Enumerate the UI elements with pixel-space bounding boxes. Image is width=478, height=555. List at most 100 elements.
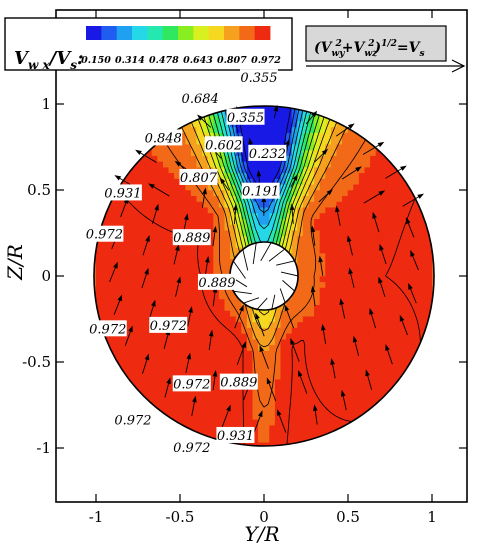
field-cell	[393, 178, 399, 184]
field-cell	[381, 356, 387, 362]
field-cell	[303, 264, 309, 270]
field-cell	[141, 230, 147, 236]
field-cell	[359, 345, 365, 351]
field-cell	[393, 299, 399, 305]
field-cell	[180, 304, 186, 310]
field-cell	[191, 138, 197, 144]
field-cell	[213, 339, 219, 345]
field-cell	[174, 367, 180, 373]
field-cell	[297, 402, 303, 408]
contour-label: 0.972	[89, 320, 127, 337]
field-cell	[342, 247, 348, 253]
field-cell	[331, 322, 337, 328]
field-cell	[275, 138, 281, 144]
field-cell	[320, 184, 326, 190]
field-cell	[185, 190, 191, 196]
field-cell	[292, 425, 298, 431]
field-cell	[314, 333, 320, 339]
field-cell	[348, 408, 354, 414]
field-cell	[325, 264, 331, 270]
field-cell	[129, 373, 135, 379]
field-cell	[365, 413, 371, 419]
field-cell	[129, 362, 135, 368]
field-cell	[264, 167, 270, 173]
field-cell	[197, 402, 203, 408]
x-tick-label: 0.5	[336, 508, 360, 526]
field-cell	[325, 259, 331, 265]
field-cell	[180, 190, 186, 196]
contour-label: 0.232	[248, 145, 286, 162]
field-cell	[303, 253, 309, 259]
field-cell	[325, 362, 331, 368]
field-cell	[337, 339, 343, 345]
field-cell	[163, 207, 169, 213]
field-cell	[370, 327, 376, 333]
field-cell	[348, 138, 354, 144]
field-cell	[314, 356, 320, 362]
field-cell	[359, 385, 365, 391]
field-cell	[387, 184, 393, 190]
field-cell	[353, 253, 359, 259]
field-cell	[286, 345, 292, 351]
field-cell	[314, 322, 320, 328]
field-cell	[225, 390, 231, 396]
field-cell	[353, 408, 359, 414]
field-cell	[281, 109, 287, 115]
field-cell	[320, 425, 326, 431]
field-cell	[342, 150, 348, 156]
field-cell	[202, 402, 208, 408]
field-cell	[146, 367, 152, 373]
field-cell	[281, 362, 287, 368]
field-cell	[331, 287, 337, 293]
field-cell	[241, 413, 247, 419]
field-cell	[275, 425, 281, 431]
field-cell	[269, 121, 275, 127]
field-cell	[348, 155, 354, 161]
y-axis-label: Z/R	[3, 244, 27, 281]
field-cell	[325, 293, 331, 299]
field-cell	[135, 287, 141, 293]
field-cell	[169, 161, 175, 167]
field-cell	[393, 184, 399, 190]
field-cell	[230, 310, 236, 316]
field-cell	[241, 367, 247, 373]
field-cell	[303, 396, 309, 402]
field-cell	[157, 230, 163, 236]
field-cell	[129, 236, 135, 242]
field-cell	[348, 413, 354, 419]
field-cell	[169, 155, 175, 161]
field-cell	[325, 241, 331, 247]
field-cell	[337, 431, 343, 437]
field-cell	[135, 236, 141, 242]
field-cell	[342, 230, 348, 236]
field-cell	[253, 333, 259, 339]
field-cell	[359, 390, 365, 396]
field-cell	[174, 201, 180, 207]
field-cell	[381, 264, 387, 270]
field-cell	[191, 207, 197, 213]
field-cell	[331, 390, 337, 396]
field-cell	[135, 322, 141, 328]
field-cell	[185, 161, 191, 167]
field-cell	[348, 356, 354, 362]
field-cell	[342, 155, 348, 161]
field-cell	[113, 293, 119, 299]
field-cell	[309, 253, 315, 259]
field-cell	[348, 293, 354, 299]
colorbar-swatch	[147, 26, 163, 40]
contour-label: 0.972	[114, 411, 152, 428]
field-cell	[197, 299, 203, 305]
field-cell	[174, 425, 180, 431]
field-cell	[359, 247, 365, 253]
field-cell	[331, 167, 337, 173]
field-cell	[152, 339, 158, 345]
field-cell	[129, 264, 135, 270]
field-cell	[135, 276, 141, 282]
field-cell	[101, 310, 107, 316]
field-cell	[169, 213, 175, 219]
field-cell	[398, 333, 404, 339]
field-cell	[101, 287, 107, 293]
field-cell	[348, 207, 354, 213]
field-cell	[297, 431, 303, 437]
field-cell	[370, 236, 376, 242]
